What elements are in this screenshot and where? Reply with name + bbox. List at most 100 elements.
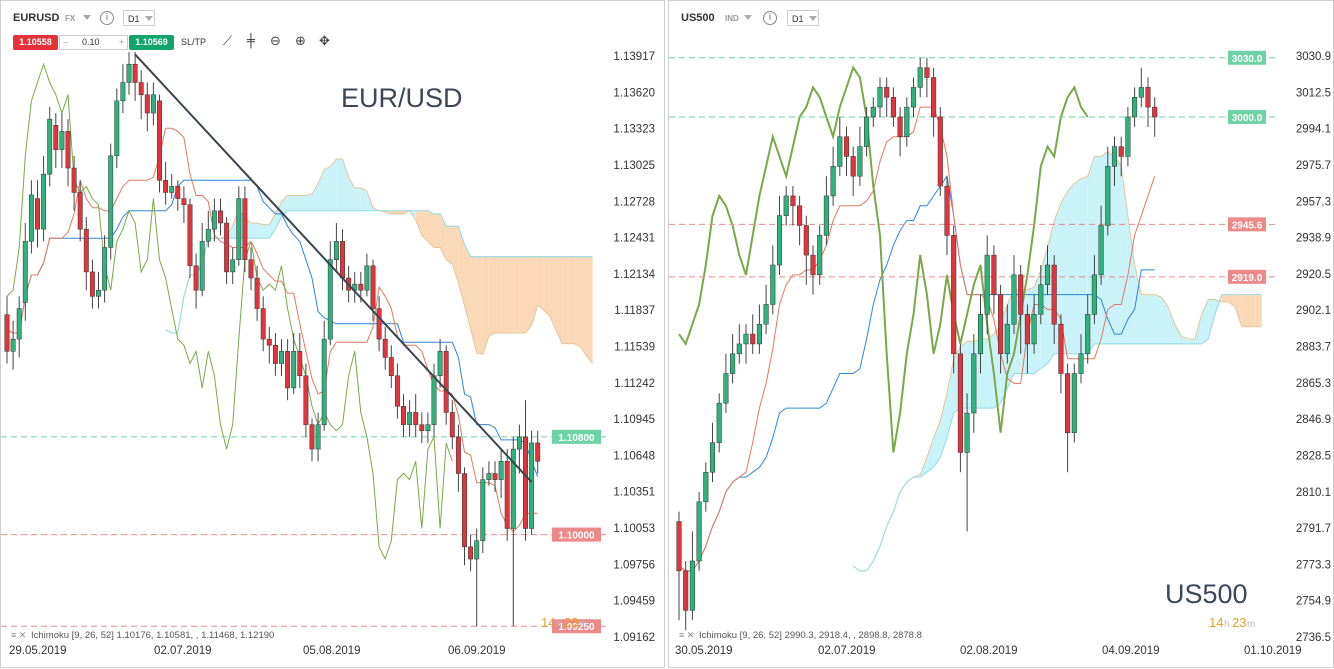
ichimoku-cloud-segment [397,210,404,214]
price-level-label: 2919.0 [1232,273,1263,284]
y-tick-label: 1.09162 [613,632,655,644]
candle [736,343,742,355]
y-tick-label: 2975.7 [1296,160,1331,172]
candle [279,351,284,364]
y-tick-label: 1.10351 [613,487,655,499]
candle [443,351,449,413]
line-chart-icon[interactable]: ⟋ [223,34,233,49]
candle [394,375,400,407]
quantity-stepper[interactable]: – 0.10 + [59,35,128,50]
candles-icon[interactable]: ╪ [247,34,255,49]
candle [144,94,150,114]
x-tick-label: 06.09.2019 [448,645,506,657]
ichimoku-cloud-segment [1067,183,1075,354]
candle [22,241,28,303]
y-tick-label: 1.10945 [613,414,655,426]
candle [65,131,71,169]
ichimoku-cloud-segment [507,256,514,333]
minus-icon[interactable]: – [63,37,69,47]
timeframe-select[interactable]: D1 [123,10,155,26]
sell-button[interactable]: 1.10558 [13,35,58,50]
candle [857,146,863,177]
candle [977,314,984,355]
candle [998,294,1004,355]
candle [1044,264,1051,285]
quantity-value[interactable]: 0.10 [82,37,100,47]
candle [957,353,963,453]
y-tick-label: 3012.5 [1296,87,1331,99]
zoom-in-icon[interactable]: ⊕ [295,34,306,49]
candle [1111,146,1118,167]
ichimoku-cloud-segment [1174,324,1182,344]
price-level-label: 2945.6 [1232,220,1263,231]
sltp-button[interactable]: SL/TP [181,37,207,47]
y-tick-label: 2791.7 [1296,523,1331,535]
y-tick-label: 2865.3 [1296,378,1331,390]
candle [910,87,917,108]
y-tick-label: 2754.9 [1296,596,1331,608]
ichimoku-cloud-segment [440,213,447,260]
buy-button[interactable]: 1.10569 [129,35,174,50]
ichimoku-cloud-segment [269,213,276,239]
ichimoku-cloud-segment [1127,215,1135,344]
ichimoku-cloud-segment [513,256,520,333]
candle [327,259,333,340]
candle [205,228,211,242]
ichimoku-cloud-segment [293,195,300,211]
ichimoku-kijun [678,174,1155,572]
symbol-label[interactable]: US500 [681,12,715,24]
candle [763,304,769,325]
y-tick-label: 2773.3 [1296,559,1331,571]
candle [683,570,689,611]
candle [382,338,388,358]
info-icon[interactable]: i [100,11,114,25]
candle [984,254,990,315]
candle [756,323,762,345]
price-level-label: 3000.0 [1232,113,1263,124]
info-icon[interactable]: i [763,11,777,25]
us500-chart-panel[interactable]: US500 IND i D1 US500 3030.0 3000.0 2945.6 29… [668,0,1334,668]
ichimoku-cloud-segment [574,256,581,347]
candle [254,277,260,309]
candle [77,192,83,230]
us500-plot[interactable]: US500 3030.0 3000.0 2945.6 2919.0 3030.9 3012.… [669,1,1334,669]
countdown-h-unit: h [556,619,562,630]
eurusd-plot[interactable]: EUR/USD 1.10800 1.10000 1.09250 1.13917 1.136… [1,1,666,669]
chevron-down-icon [809,16,817,21]
y-tick-label: 2810.1 [1296,487,1331,499]
candle [303,375,309,425]
candle [89,271,95,297]
candle [709,442,716,473]
crosshair-icon[interactable]: ✥ [319,34,330,49]
countdown-minutes: 23 [1232,615,1246,630]
candle [971,353,977,414]
countdown-hours: 14 [541,615,555,630]
ichimoku-cloud-segment [1188,339,1195,344]
timeframe-select[interactable]: D1 [787,10,819,26]
price-level-label: 1.09250 [558,622,595,633]
zoom-out-icon[interactable]: ⊖ [270,34,281,49]
candle [437,351,443,377]
y-tick-label: 1.12134 [613,269,655,281]
us500-toolbar: US500 IND i D1 [669,1,1333,59]
ichimoku-cloud-segment [446,226,453,265]
plus-icon[interactable]: + [118,37,124,47]
candle [523,436,528,529]
y-tick-label: 2883.7 [1296,342,1331,354]
candle [1125,116,1131,157]
candle [230,259,236,273]
ichimoku-cloud-segment [1241,294,1249,327]
candle [944,185,950,236]
candle [35,198,40,230]
chart-title: EUR/USD [341,83,463,113]
chevron-down-icon[interactable] [744,15,752,20]
y-tick-label: 1.09459 [613,596,655,608]
chevron-down-icon[interactable] [83,15,91,20]
ichimoku-cloud-segment [531,256,538,326]
candle [108,155,114,248]
candle [783,195,789,216]
symbol-label[interactable]: EURUSD [13,12,60,24]
candle [138,82,144,95]
ichimoku-chikou [678,65,1089,453]
eurusd-chart-panel[interactable]: EURUSD FX i D1 1.10558 – 0.10 + 1.10569 … [0,0,665,668]
